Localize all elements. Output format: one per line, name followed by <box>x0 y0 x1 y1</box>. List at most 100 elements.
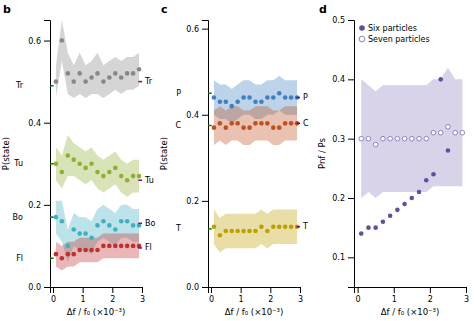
point <box>446 148 451 153</box>
point <box>271 95 276 100</box>
point <box>235 121 240 126</box>
legend-item: Seven particles <box>359 35 429 44</box>
reference-label: C <box>175 121 181 130</box>
point <box>125 178 130 183</box>
axis-line <box>51 288 143 294</box>
point <box>373 225 378 230</box>
tick: 0.2 <box>28 201 50 210</box>
tick-label: 3 <box>140 295 145 304</box>
reference-label: T <box>175 224 181 233</box>
tick-label: 2 <box>268 295 273 304</box>
point <box>241 125 246 130</box>
point <box>125 219 130 224</box>
tick-label: 0.5 <box>332 16 345 25</box>
point <box>77 248 82 253</box>
reference-label: Tu <box>144 176 154 185</box>
tick-label: 0.6 <box>28 37 41 46</box>
tick: 0.3 <box>332 135 354 144</box>
axis-line <box>44 21 51 288</box>
point <box>71 252 76 257</box>
point <box>247 125 252 130</box>
point <box>137 67 142 72</box>
y-axis-title: Pnf / Ps <box>317 137 327 169</box>
tick: 3 <box>298 287 303 304</box>
tick-label: 0.4 <box>332 75 345 84</box>
tick-label: 0.2 <box>186 197 199 206</box>
point <box>259 224 264 229</box>
tick: 0 <box>209 287 214 304</box>
point <box>83 231 88 236</box>
reference-line <box>296 97 300 99</box>
tick: 3 <box>464 287 469 304</box>
tick-mark <box>300 287 301 293</box>
tick-label: 1 <box>81 295 86 304</box>
point <box>446 125 451 130</box>
point <box>131 223 136 228</box>
point <box>218 233 223 238</box>
point <box>277 224 282 229</box>
point <box>66 153 71 158</box>
point <box>101 219 106 224</box>
point <box>119 174 124 179</box>
point <box>95 223 100 228</box>
point <box>229 229 234 234</box>
band <box>56 20 139 98</box>
point <box>366 225 371 230</box>
point <box>265 121 270 126</box>
point <box>212 224 217 229</box>
y-axis: 0.1 0.2 0.3 0.4 0.5 <box>332 16 354 287</box>
tick-mark <box>348 20 354 21</box>
point <box>417 136 422 141</box>
point <box>253 229 258 234</box>
tick-mark <box>83 287 84 293</box>
legend-marker <box>359 25 365 31</box>
point <box>101 79 106 84</box>
legend-label: Six particles <box>368 24 417 33</box>
point <box>212 95 217 100</box>
point <box>125 71 130 76</box>
x-axis: 0123 <box>209 287 304 304</box>
reference-label: Fl <box>145 243 152 252</box>
reference-label: Tr <box>15 81 24 90</box>
point <box>438 77 443 82</box>
point <box>107 75 112 80</box>
point <box>388 214 393 219</box>
tick: 0.4 <box>332 75 354 84</box>
panel: 01230.00.20.40.6TrTuBoFlTrTuBoFlbΔf / f₀… <box>1 3 155 317</box>
tick-label: 0.2 <box>332 194 345 203</box>
tick: 0.2 <box>186 197 208 206</box>
point <box>101 174 106 179</box>
y-axis-title: P(state) <box>1 137 11 170</box>
tick-mark <box>211 287 212 293</box>
point <box>283 224 288 229</box>
point <box>60 219 65 224</box>
axis-line <box>348 21 355 288</box>
point <box>241 95 246 100</box>
point <box>54 79 59 84</box>
tick-mark <box>202 287 208 288</box>
point <box>235 229 240 234</box>
point <box>460 130 465 135</box>
point <box>295 121 300 126</box>
tick: 0.1 <box>332 253 354 262</box>
point <box>381 136 386 141</box>
point <box>265 95 270 100</box>
reference-line <box>208 228 212 230</box>
reference-line <box>138 247 142 249</box>
tick: 2 <box>110 287 115 304</box>
tick-mark <box>44 205 50 206</box>
point <box>83 248 88 253</box>
reference-line <box>138 179 142 181</box>
point <box>77 231 82 236</box>
point <box>137 223 142 228</box>
point <box>229 121 234 126</box>
point <box>107 223 112 228</box>
reference-label: Tu <box>13 159 23 168</box>
point <box>66 244 71 249</box>
tick-label: 0.6 <box>186 25 199 34</box>
point <box>373 142 378 147</box>
tick: 0.4 <box>186 111 208 120</box>
point <box>395 136 400 141</box>
y-axis: 0.00.20.40.6 <box>28 21 50 293</box>
point <box>95 71 100 76</box>
